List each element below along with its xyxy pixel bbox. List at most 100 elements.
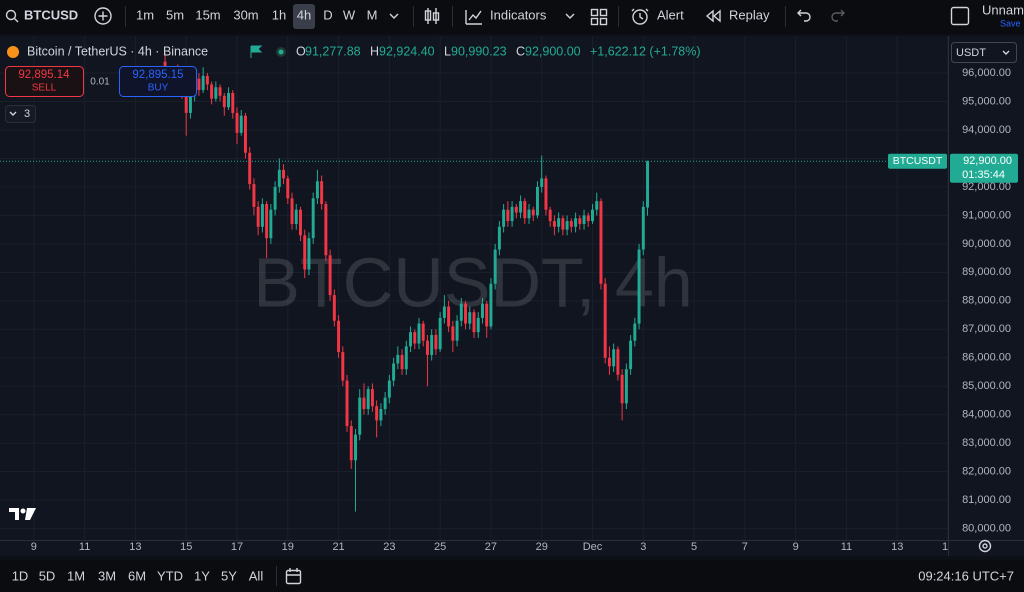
candle-body <box>299 209 302 236</box>
chart-type-button[interactable] <box>424 8 440 24</box>
currency-button[interactable]: USDT <box>951 42 1017 63</box>
replay-button[interactable]: Replay <box>705 7 770 23</box>
candle-icon-body <box>424 10 432 21</box>
candle-body <box>328 255 332 296</box>
candle-body <box>557 218 561 227</box>
range-button[interactable]: YTD <box>157 568 183 583</box>
candle-body <box>396 354 400 364</box>
candle-body <box>565 221 569 230</box>
sell-box <box>5 66 84 97</box>
y-tick-label: 94,000.00 <box>962 124 1011 136</box>
interval-button[interactable]: D <box>323 7 332 22</box>
symbol-logo <box>7 46 19 58</box>
candle-body <box>421 323 425 341</box>
candle-body <box>383 397 387 410</box>
candle-body <box>485 303 489 327</box>
indicators-chevron[interactable] <box>565 13 575 19</box>
range-button[interactable]: 1Y <box>194 568 210 583</box>
range-button[interactable]: 1D <box>12 568 29 583</box>
y-tick-label: 80,000.00 <box>962 523 1011 535</box>
candle-body <box>582 215 586 224</box>
buy-button[interactable]: 92,895.15 BUY <box>119 66 197 97</box>
candle-body <box>646 161 649 208</box>
interval-button[interactable]: 1h <box>272 7 286 22</box>
layouts-button[interactable] <box>590 8 608 26</box>
candle-body <box>248 152 252 185</box>
interval-menu-chevron[interactable] <box>389 13 399 19</box>
candle-body <box>629 340 633 370</box>
candle-body <box>591 209 594 222</box>
candle-body <box>273 186 277 210</box>
indicator-toggle[interactable]: 3 <box>5 105 36 123</box>
alert-icon <box>632 9 648 25</box>
interval-button[interactable]: 30m <box>233 7 258 22</box>
save-label[interactable]: Save <box>1000 18 1021 28</box>
redo-button[interactable] <box>831 9 845 22</box>
candle-body <box>243 115 247 153</box>
symbol-search[interactable]: BTCUSD <box>5 7 79 23</box>
interval-button[interactable]: 1m <box>136 7 154 22</box>
candle-body <box>514 206 518 213</box>
range-button[interactable]: 1M <box>67 568 85 583</box>
candle-body <box>447 306 451 327</box>
currency: USDT <box>956 47 986 59</box>
candle-body <box>303 235 307 270</box>
candle-body <box>404 346 408 370</box>
interval-button[interactable]: 15m <box>195 7 220 22</box>
candle-body <box>370 389 374 407</box>
candle-body <box>607 357 611 367</box>
go-to-date-button[interactable] <box>285 568 302 585</box>
interval-button[interactable]: 4h <box>297 7 311 22</box>
candle-body <box>616 349 620 375</box>
candle-icon-body <box>432 12 440 21</box>
layout-name[interactable]: Unnam <box>982 2 1024 17</box>
candle-body <box>409 332 412 347</box>
candle-body <box>578 218 582 224</box>
indicator-toggle-chevron <box>9 111 17 116</box>
range-button[interactable]: All <box>249 568 264 583</box>
candle-body <box>586 215 590 222</box>
indicators-button[interactable]: Indicators <box>465 7 547 25</box>
candle-body <box>489 283 493 327</box>
currency-box <box>951 42 1017 63</box>
symbol-tag-bg <box>888 153 947 169</box>
symbol-tag: BTCUSDT <box>893 155 943 167</box>
grid <box>0 36 948 540</box>
range-button[interactable]: 5D <box>39 568 56 583</box>
interval-button[interactable]: W <box>343 7 356 22</box>
tradingview-logo <box>9 508 36 520</box>
range-button[interactable]: 3M <box>98 568 116 583</box>
candle-body <box>548 209 552 222</box>
y-tick-label: 82,000.00 <box>962 466 1011 478</box>
interval-button[interactable]: M <box>367 7 378 22</box>
y-tick-label: 92,000.00 <box>962 181 1011 193</box>
y-tick-label: 85,000.00 <box>962 380 1011 392</box>
compare-button[interactable] <box>94 7 112 25</box>
y-tick-label: 87,000.00 <box>962 323 1011 335</box>
candle-body <box>375 406 379 421</box>
buy-label: BUY <box>148 83 169 94</box>
range-button[interactable]: 5Y <box>221 568 237 583</box>
settings-button[interactable] <box>978 539 992 553</box>
candle-body <box>451 326 455 341</box>
range-button[interactable]: 6M <box>128 568 146 583</box>
candle-body <box>413 332 417 344</box>
grid-icon <box>590 17 599 26</box>
layout-checkbox[interactable] <box>950 6 970 26</box>
y-tick-label: 95,000.00 <box>962 95 1011 107</box>
sell-button[interactable]: 92,895.14 SELL <box>5 66 84 97</box>
last-price-box <box>950 153 1018 183</box>
grid-icon <box>590 8 599 17</box>
legend-close: 92,900.00 <box>525 44 581 58</box>
alert-button[interactable]: Alert <box>631 7 684 25</box>
candle-body <box>438 317 442 350</box>
interval-button[interactable]: 5m <box>166 7 184 22</box>
candle-body <box>231 92 235 113</box>
candle-body <box>455 320 459 341</box>
undo-button[interactable] <box>797 9 811 22</box>
x-tick-label: 9 <box>793 541 799 553</box>
buy-price: 92,895.15 <box>132 69 183 81</box>
candle-body <box>277 169 281 187</box>
candle-body <box>362 397 366 410</box>
